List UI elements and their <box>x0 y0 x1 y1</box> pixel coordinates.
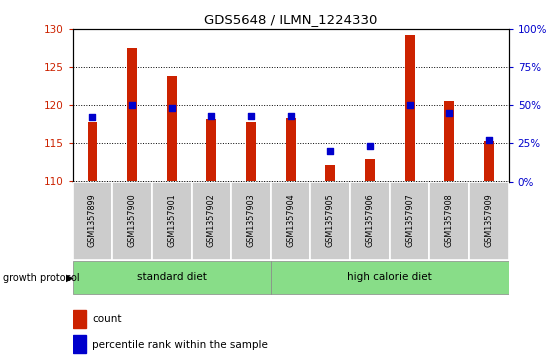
Text: GSM1357903: GSM1357903 <box>247 194 255 247</box>
Text: GSM1357904: GSM1357904 <box>286 194 295 247</box>
Text: GSM1357901: GSM1357901 <box>167 194 176 247</box>
FancyBboxPatch shape <box>231 182 271 260</box>
Text: standard diet: standard diet <box>137 272 207 282</box>
Text: GSM1357899: GSM1357899 <box>88 193 97 248</box>
Point <box>127 102 136 108</box>
Text: percentile rank within the sample: percentile rank within the sample <box>92 339 268 350</box>
Bar <box>325 165 335 182</box>
Bar <box>127 48 137 182</box>
Bar <box>73 310 86 328</box>
Text: ▶: ▶ <box>66 273 73 283</box>
Title: GDS5648 / ILMN_1224330: GDS5648 / ILMN_1224330 <box>204 13 377 26</box>
FancyBboxPatch shape <box>271 261 509 294</box>
Text: GSM1357907: GSM1357907 <box>405 193 414 248</box>
Bar <box>73 335 86 353</box>
Point <box>286 113 295 119</box>
Text: count: count <box>92 314 122 324</box>
FancyBboxPatch shape <box>390 182 429 260</box>
Point <box>485 138 494 143</box>
Text: growth protocol: growth protocol <box>3 273 79 283</box>
Bar <box>365 159 375 182</box>
Point <box>326 148 335 154</box>
Bar <box>286 118 296 182</box>
Bar <box>167 76 177 182</box>
Text: GSM1357905: GSM1357905 <box>326 193 335 248</box>
FancyBboxPatch shape <box>192 182 231 260</box>
Bar <box>206 119 216 182</box>
FancyBboxPatch shape <box>271 182 310 260</box>
FancyBboxPatch shape <box>112 182 152 260</box>
Bar <box>88 122 97 182</box>
Text: GSM1357909: GSM1357909 <box>484 193 494 248</box>
FancyBboxPatch shape <box>429 182 469 260</box>
Bar <box>484 141 494 182</box>
Text: GSM1357902: GSM1357902 <box>207 193 216 248</box>
Point <box>167 105 176 111</box>
Bar <box>444 101 454 182</box>
Point <box>88 115 97 121</box>
Point <box>247 113 255 119</box>
Text: GSM1357906: GSM1357906 <box>366 194 375 247</box>
Bar <box>405 35 415 182</box>
Point <box>207 113 216 119</box>
Point <box>445 110 454 116</box>
Bar <box>246 122 256 182</box>
FancyBboxPatch shape <box>73 261 271 294</box>
FancyBboxPatch shape <box>310 182 350 260</box>
FancyBboxPatch shape <box>350 182 390 260</box>
FancyBboxPatch shape <box>152 182 192 260</box>
FancyBboxPatch shape <box>469 182 509 260</box>
Text: GSM1357908: GSM1357908 <box>445 194 454 247</box>
Point <box>405 102 414 108</box>
Text: high calorie diet: high calorie diet <box>347 272 432 282</box>
Text: GSM1357900: GSM1357900 <box>127 194 136 247</box>
FancyBboxPatch shape <box>73 182 112 260</box>
Point <box>366 143 375 149</box>
